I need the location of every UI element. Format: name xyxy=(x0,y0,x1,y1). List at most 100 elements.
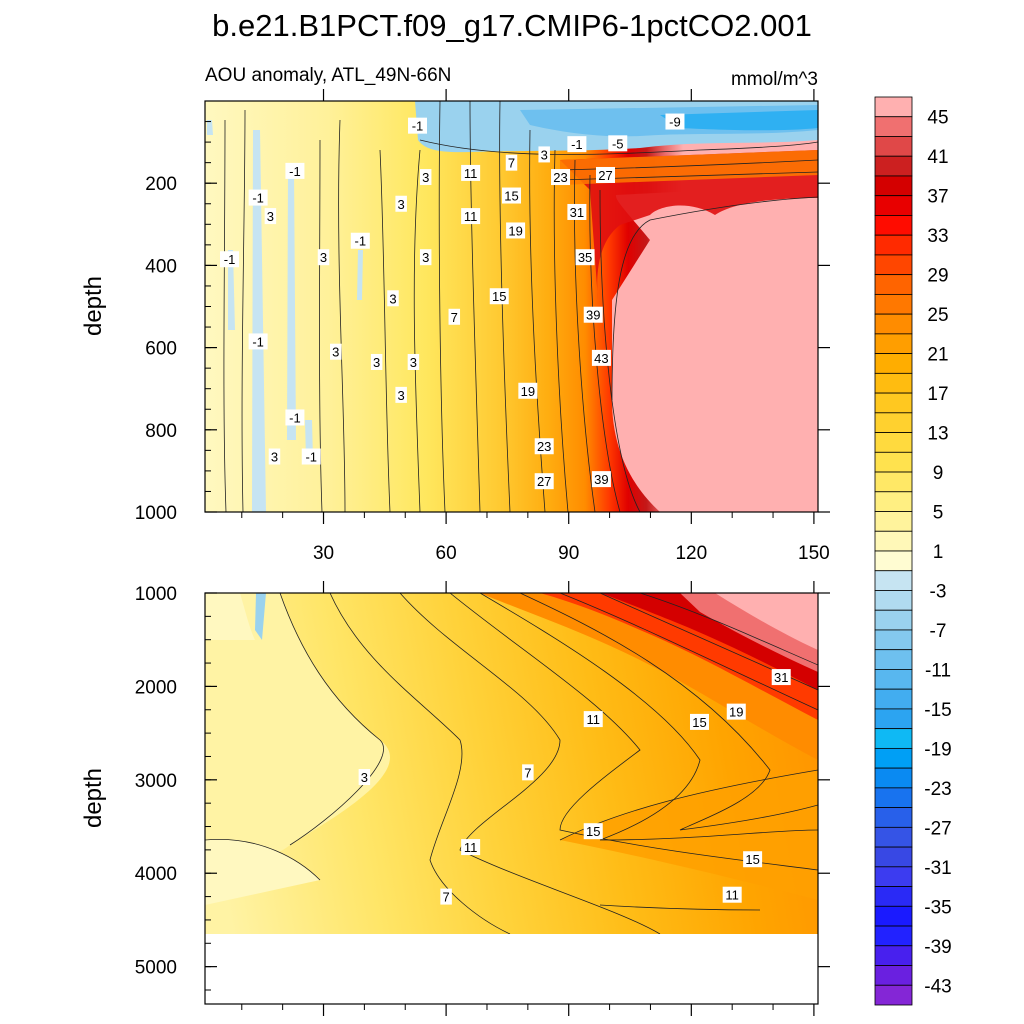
contour-label-box xyxy=(358,769,371,786)
colorbar-label: 9 xyxy=(933,463,944,484)
contour-label-text: 23 xyxy=(537,439,551,454)
x-tick-labels: 30 60 90 120 150 xyxy=(313,543,830,564)
contour-label: 11 xyxy=(461,164,481,181)
contour-label-box xyxy=(595,166,615,183)
colorbar-swatch xyxy=(874,175,913,197)
contour-label-box xyxy=(301,448,321,465)
colorbar-swatch xyxy=(874,274,913,295)
colorbar-label: 5 xyxy=(933,503,944,524)
contour-label-box xyxy=(506,222,526,239)
contour-label: 3 xyxy=(358,769,371,786)
colorbar-swatch xyxy=(874,787,913,809)
contour-label-text: 15 xyxy=(692,715,706,730)
colorbar-swatch xyxy=(874,116,913,137)
contour-label-box xyxy=(567,203,587,220)
colorbar-label: 29 xyxy=(927,266,948,287)
contour-label: 7 xyxy=(522,764,534,781)
colorbar-label: -27 xyxy=(924,818,951,839)
contour-label-box xyxy=(268,448,281,465)
contour-label-box xyxy=(771,669,791,686)
colorbar: 45 41 37 33 29 25 21 17 13 9 5 1 -3 -7 -11 -15 -19 -23 -27… xyxy=(874,96,952,1006)
contour-label: 35 xyxy=(575,249,595,266)
colorbar-swatch xyxy=(874,688,913,710)
contour-label-box xyxy=(461,164,481,181)
colorbar-swatch xyxy=(874,807,913,828)
contour-label: 19 xyxy=(726,703,746,720)
contour-label-text: -1 xyxy=(252,334,264,349)
contour-label-box xyxy=(567,136,587,153)
lower-ylabel: depth xyxy=(80,768,107,828)
colorbar-swatch xyxy=(874,925,913,947)
contour-label-box xyxy=(461,208,481,225)
chart-subtitle: AOU anomaly, ATL_49N-66N xyxy=(205,65,451,86)
contour-label-box xyxy=(518,382,538,399)
contour-label-box xyxy=(285,162,305,179)
contour-label-text: 43 xyxy=(594,351,608,366)
contour-label-box xyxy=(419,169,432,186)
colorbar-swatch xyxy=(874,826,913,848)
contour-label-text: 11 xyxy=(464,209,478,224)
x-tick-label: 150 xyxy=(798,543,830,564)
colorbar-label: -19 xyxy=(924,739,951,760)
contour-label: -1 xyxy=(408,117,428,134)
contour-label-box xyxy=(317,249,330,266)
contour-label: 3 xyxy=(538,146,550,163)
colorbar-boxes xyxy=(874,96,913,1006)
contour-label-box xyxy=(583,711,603,728)
colorbar-swatch xyxy=(874,609,913,631)
colorbar-swatch xyxy=(874,649,913,670)
x-tick-label: 60 xyxy=(436,543,457,564)
y-tick-label: 2000 xyxy=(135,677,177,698)
colorbar-labels: 45 41 37 33 29 25 21 17 13 9 5 1 -3 -7 -11 -15 -19 -23 -27… xyxy=(924,108,951,998)
colorbar-swatch xyxy=(874,353,913,374)
colorbar-swatch xyxy=(874,412,913,433)
contour-label-box xyxy=(387,290,399,307)
upper-axes: 200 400 600 800 1000 xyxy=(135,89,830,524)
contour-label: 19 xyxy=(506,222,526,239)
contour-label-text: 31 xyxy=(774,670,788,685)
y-tick-label: 1000 xyxy=(135,503,177,524)
contour-label-text: 3 xyxy=(541,147,548,162)
lower-plot-frame xyxy=(204,592,819,1005)
contour-label-text: 7 xyxy=(508,156,515,171)
colorbar-label: 17 xyxy=(927,384,948,405)
contour-label-box xyxy=(330,343,342,360)
contour-label: 3 xyxy=(330,343,342,360)
colorbar-swatch xyxy=(874,254,913,276)
contour-label: 15 xyxy=(743,851,763,868)
colorbar-swatch xyxy=(874,945,913,966)
contour-label-text: 31 xyxy=(570,205,584,220)
contour-label-box xyxy=(722,886,742,903)
contour-label-box xyxy=(575,249,595,266)
colorbar-label: -43 xyxy=(924,976,951,997)
contour-label-box xyxy=(264,208,277,225)
contour-label: 11 xyxy=(722,886,742,903)
colorbar-swatch xyxy=(874,333,913,355)
colorbar-label: -7 xyxy=(930,621,947,642)
contour-label-text: 15 xyxy=(586,824,600,839)
upper-ylabel: depth xyxy=(80,276,107,336)
contour-label-box xyxy=(583,823,603,840)
colorbar-label: 1 xyxy=(933,542,944,563)
contour-label-text: 39 xyxy=(594,472,608,487)
contour-label-box xyxy=(370,353,383,370)
contour-label: 3 xyxy=(419,249,432,266)
contour-label-text: 3 xyxy=(422,250,429,265)
contour-label-text: -9 xyxy=(669,115,681,130)
contour-label: 15 xyxy=(689,713,709,730)
contour-label-text: -1 xyxy=(412,119,424,134)
contour-label-box xyxy=(665,113,685,130)
colorbar-swatch xyxy=(874,471,913,493)
contour-label: 3 xyxy=(395,386,407,403)
colorbar-label: 21 xyxy=(927,345,948,366)
contour-label-text: 15 xyxy=(504,189,518,204)
colorbar-label: -11 xyxy=(925,660,951,681)
lower-axes: 1000 2000 3000 4000 5000 xyxy=(135,581,830,1016)
colorbar-swatch xyxy=(874,96,913,118)
colorbar-swatch xyxy=(874,886,913,907)
contour-label: 3 xyxy=(419,169,432,186)
colorbar-swatch xyxy=(874,491,913,512)
